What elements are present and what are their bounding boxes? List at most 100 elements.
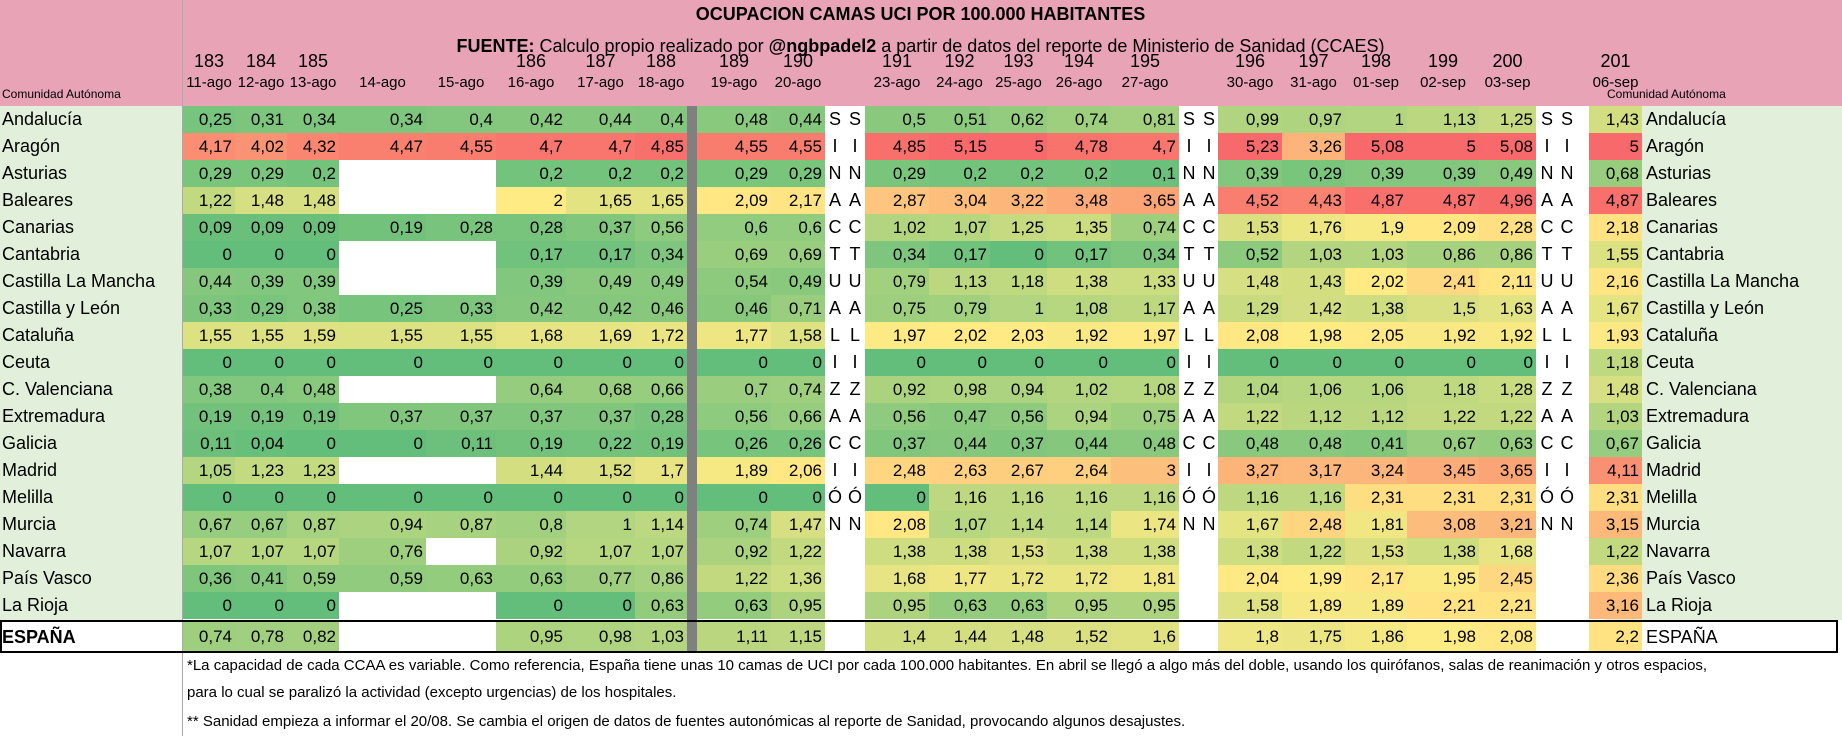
table-cell: 4,7	[496, 133, 566, 160]
table-cell: 2,08	[1218, 322, 1282, 349]
table-cell: 0,49	[771, 268, 825, 295]
table-cell	[426, 592, 496, 619]
table-cell: 1,76	[1282, 214, 1345, 241]
weekend-letter: A	[1540, 406, 1553, 426]
weekend-letter: S	[828, 109, 841, 129]
table-cell: 0	[566, 484, 635, 511]
table-cell	[339, 187, 426, 214]
weekend-letter: I	[832, 460, 838, 480]
table-cell: 0,29	[235, 295, 287, 322]
total-cell: 1,8	[1218, 622, 1282, 652]
table-cell: 0,28	[635, 403, 687, 430]
total-cell	[339, 622, 426, 652]
weekend-letter: C	[848, 217, 862, 237]
table-cell: 1,43	[1589, 106, 1642, 133]
table-cell: 1,38	[1407, 538, 1479, 565]
region-name: Canarias	[2, 217, 75, 237]
table-cell	[339, 268, 426, 295]
table-cell: 1,53	[1218, 214, 1282, 241]
table-cell: 0,63	[697, 592, 771, 619]
total-cell: 1,15	[771, 622, 825, 652]
header-band	[0, 0, 1842, 106]
table-cell: 0,69	[697, 241, 771, 268]
table-cell: 1,22	[771, 538, 825, 565]
table-cell: 1,92	[1407, 322, 1479, 349]
table-cell: 0	[287, 430, 339, 457]
weekend-letter: Z	[1183, 379, 1195, 399]
table-cell: 2,48	[1282, 511, 1345, 538]
table-cell: 0,81	[1111, 106, 1179, 133]
table-cell	[339, 376, 426, 403]
table-cell: 0,46	[697, 295, 771, 322]
table-cell: 2,48	[865, 457, 929, 484]
region-name: Navarra	[2, 541, 67, 561]
table-cell: 0,56	[697, 403, 771, 430]
weekend-letter: Z	[1203, 379, 1215, 399]
region-name-right: C. Valenciana	[1646, 379, 1757, 399]
table-cell: 4,87	[1345, 187, 1407, 214]
table-cell: 0	[183, 592, 235, 619]
table-cell: 0,48	[697, 106, 771, 133]
table-cell: 1,07	[566, 538, 635, 565]
weekend-letter: L	[849, 325, 860, 345]
table-cell: 2,05	[1345, 322, 1407, 349]
table-cell: 1,98	[1282, 322, 1345, 349]
table-cell: 0	[287, 349, 339, 376]
region-name-right: Madrid	[1646, 460, 1702, 480]
weekend-letter: L	[1183, 325, 1194, 345]
table-cell: 0,34	[287, 106, 339, 133]
column-number: 196	[1234, 51, 1266, 71]
table-cell	[426, 187, 496, 214]
table-cell: 3,15	[1589, 511, 1642, 538]
table-cell: 0,31	[235, 106, 287, 133]
table-cell: 1,07	[235, 538, 287, 565]
table-cell: 1,55	[235, 322, 287, 349]
column-date: 27-ago	[1121, 74, 1169, 91]
table-cell: 0,97	[1282, 106, 1345, 133]
weekend-letter: U	[828, 271, 842, 291]
table-cell: 2,09	[697, 187, 771, 214]
table-cell: 0,44	[566, 106, 635, 133]
table-cell: 0	[865, 349, 929, 376]
weekend-letter: L	[1561, 325, 1572, 345]
table-cell: 0,63	[1479, 430, 1536, 457]
table-cell: 1,77	[697, 322, 771, 349]
table-cell: 4,17	[183, 133, 235, 160]
weekend-letter: I	[852, 460, 858, 480]
table-cell: 1,04	[1218, 376, 1282, 403]
table-cell: 0,2	[496, 160, 566, 187]
table-cell: 1,74	[1111, 511, 1179, 538]
weekend-letter: N	[1540, 163, 1554, 183]
table-cell: 0,09	[183, 214, 235, 241]
weekend-letter: L	[829, 325, 840, 345]
weekend-letter: A	[1540, 190, 1553, 210]
table-cell: 0	[235, 484, 287, 511]
weekend-letter: A	[1202, 190, 1215, 210]
column-date: 17-ago	[577, 74, 624, 91]
weekend-letter: A	[848, 298, 861, 318]
table-cell: 0,74	[697, 511, 771, 538]
weekend-letter: T	[1203, 244, 1215, 264]
table-cell: 0,39	[1407, 160, 1479, 187]
table-cell: 1,55	[339, 322, 426, 349]
table-cell: 0,79	[865, 268, 929, 295]
weekend-letter: Ó	[1539, 487, 1554, 507]
table-cell: 0	[990, 349, 1047, 376]
table-cell: 0	[426, 349, 496, 376]
table-cell: 2,21	[1479, 592, 1536, 619]
table-cell: 1,65	[566, 187, 635, 214]
weekend-letter: Ó	[847, 487, 862, 507]
table-cell: 0,54	[697, 268, 771, 295]
table-cell: 0,37	[496, 403, 566, 430]
table-cell: 1,18	[1407, 376, 1479, 403]
table-cell: 1,16	[1282, 484, 1345, 511]
table-cell: 1,16	[1047, 484, 1111, 511]
table-cell: 0,26	[771, 430, 825, 457]
table-cell: 3,27	[1218, 457, 1282, 484]
table-cell: 1,38	[1047, 268, 1111, 295]
table-cell: 1,07	[635, 538, 687, 565]
table-cell: 0,39	[1218, 160, 1282, 187]
region-name: C. Valenciana	[2, 379, 113, 399]
table-cell: 0	[339, 430, 426, 457]
region-name-right: Cataluña	[1646, 325, 1719, 345]
